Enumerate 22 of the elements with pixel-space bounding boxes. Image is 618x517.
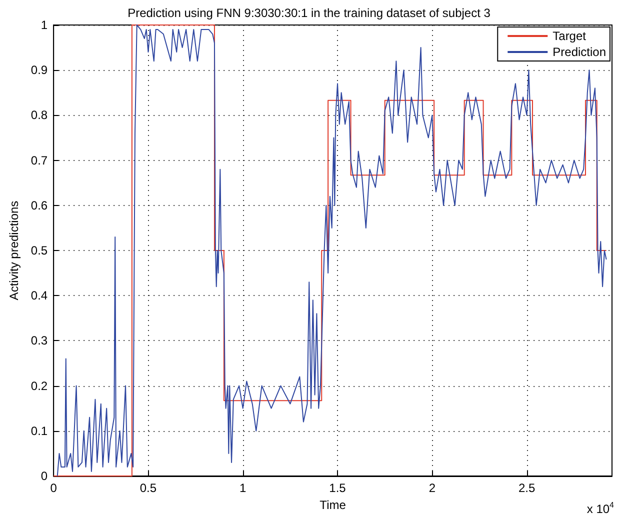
y-tick-label: 0.6 <box>30 198 48 212</box>
y-tick-label: 0.7 <box>30 153 48 168</box>
y-tick-label: 0.9 <box>30 63 48 78</box>
y-tick-label: 0.4 <box>30 288 48 303</box>
y-axis-title: Activity predictions <box>7 200 21 300</box>
x-tick-label: 1.5 <box>329 481 346 495</box>
chart-title: Prediction using FNN 9:3030:30:1 in the training dataset of subject 3 <box>128 6 491 20</box>
y-tick-label: 0.3 <box>30 334 48 348</box>
y-tick-label: 0.8 <box>30 108 48 122</box>
x-tick-label: 2.5 <box>518 481 536 495</box>
x-tick-label: 1 <box>240 481 247 495</box>
y-tick-label: 0 <box>40 469 48 483</box>
x-tick-label: 2 <box>428 481 436 495</box>
x-tick-label: 0.5 <box>140 481 157 495</box>
y-tick-label: 0.5 <box>30 244 48 258</box>
y-tick-label: 1 <box>40 18 48 32</box>
x-axis-title: Time <box>320 498 346 512</box>
y-tick-label: 0.2 <box>30 378 48 393</box>
legend-label: Target <box>552 29 587 43</box>
legend-label: Prediction <box>552 45 606 59</box>
y-tick-label: 0.1 <box>30 424 48 438</box>
x-tick-label: 0 <box>50 481 58 495</box>
